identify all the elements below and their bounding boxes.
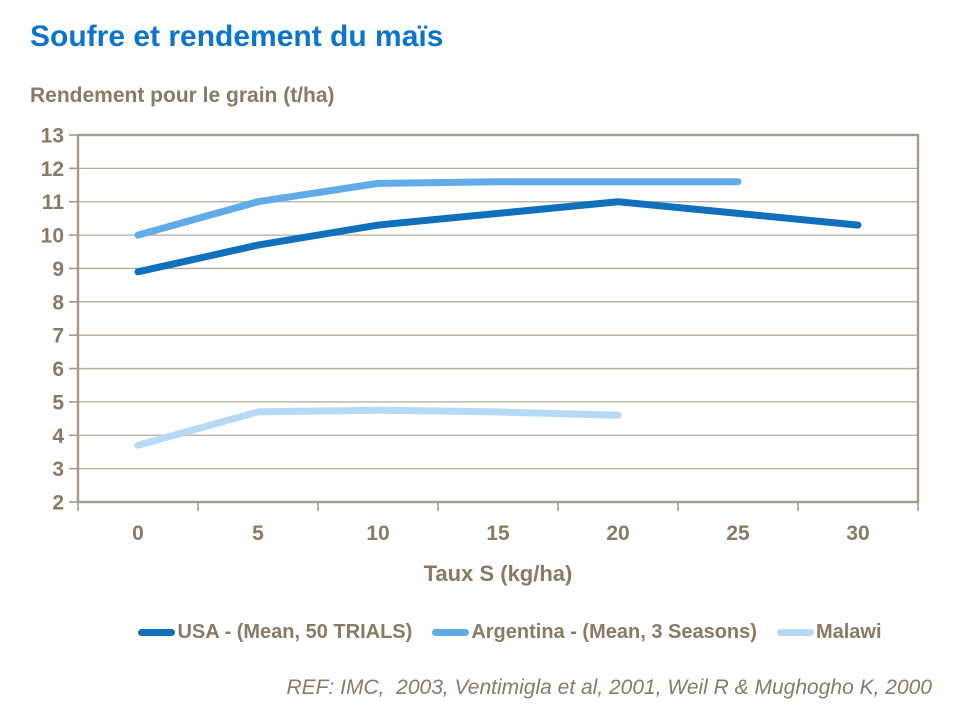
legend-swatch-icon <box>138 629 176 636</box>
x-tick-label: 15 <box>486 522 510 545</box>
y-tick-label: 12 <box>41 158 64 181</box>
legend-item: USA - (Mean, 50 TRIALS) <box>138 621 412 644</box>
legend-label: USA - (Mean, 50 TRIALS) <box>177 621 413 643</box>
series-line-argentina <box>134 178 742 239</box>
y-axis-title: Rendement pour le grain (t/ha) <box>30 84 335 107</box>
y-tick-label: 13 <box>41 125 64 148</box>
x-tick-label: 30 <box>846 522 869 545</box>
series-line-malawi <box>134 406 622 449</box>
legend-item: Malawi <box>776 621 882 644</box>
x-tick-label: 25 <box>726 522 750 545</box>
legend-item: Argentina - (Mean, 3 Seasons) <box>432 621 757 644</box>
y-tick-label: 3 <box>52 458 64 481</box>
y-tick-label: 6 <box>52 358 64 381</box>
y-tick-label: 10 <box>41 225 64 248</box>
legend: USA - (Mean, 50 TRIALS) Argentina - (Mean… <box>60 621 960 644</box>
legend-label: Malawi <box>815 621 882 643</box>
y-tick-label: 11 <box>42 191 65 214</box>
y-tick-label: 8 <box>52 291 64 314</box>
page-title: Soufre et rendement du maïs <box>30 20 444 53</box>
reference-text: REF: IMC, 2003, Ventimigla et al, 2001, … <box>286 676 932 699</box>
plot-border <box>76 133 920 504</box>
legend-swatch-icon <box>776 629 814 636</box>
y-tick-label: 4 <box>52 425 64 448</box>
series-line-usa <box>134 198 862 276</box>
legend-swatch-icon <box>432 629 470 636</box>
y-tick-label: 5 <box>52 391 64 414</box>
x-tick-label: 20 <box>606 522 629 545</box>
y-tick-label: 7 <box>52 325 64 348</box>
legend-label: Argentina - (Mean, 3 Seasons) <box>471 621 757 643</box>
y-tick-label: 9 <box>52 258 64 281</box>
x-axis-title: Taux S (kg/ha) <box>423 561 573 586</box>
y-tick-label: 2 <box>52 492 64 515</box>
x-tick-label: 5 <box>252 522 264 545</box>
x-tick-label: 0 <box>132 522 144 545</box>
x-tick-label: 10 <box>366 522 389 545</box>
